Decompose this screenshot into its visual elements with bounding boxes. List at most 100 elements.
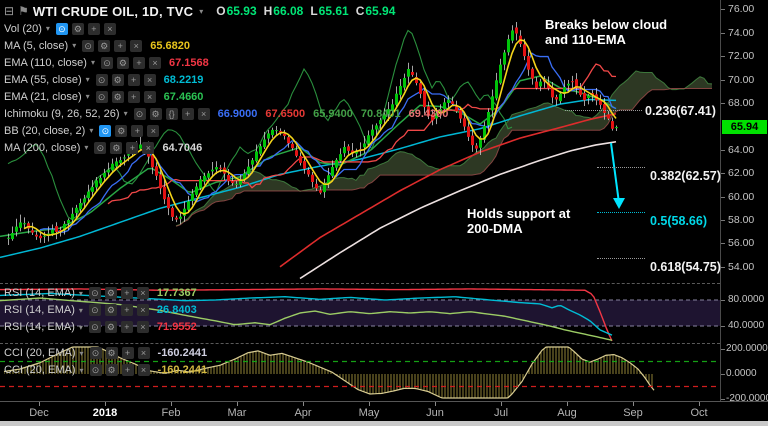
add-indicator-icon[interactable]: + [181, 107, 194, 120]
eye-icon[interactable]: ⊙ [88, 304, 101, 316]
fib-level-label[interactable]: 0.618(54.75) [650, 260, 721, 274]
indicator-row[interactable]: EMA (110, close) ▾ ⊙ ⚙ + × 67.1568 [4, 54, 448, 71]
price-axis[interactable]: 76.00 74.00 72.00 70.00 68.00 64.00 62.00 60.00… [720, 0, 768, 401]
indicator-row[interactable]: EMA (55, close) ▾ ⊙ ⚙ + × 68.2219 [4, 71, 448, 88]
bottom-scrollbar-strip[interactable] [0, 421, 768, 426]
close-icon[interactable]: × [136, 304, 149, 316]
close-icon[interactable]: × [136, 287, 149, 299]
indicator-row[interactable]: MA (200, close) ▾ ⊙ ⚙ + × 64.7046 [4, 139, 448, 156]
chevron-down-icon[interactable]: ▾ [123, 109, 128, 118]
annotation-breaks-below-cloud[interactable]: Breaks below cloud and 110-EMA [545, 17, 667, 48]
chevron-down-icon[interactable]: ▾ [85, 92, 90, 101]
down-arrow-annotation[interactable] [610, 142, 625, 209]
indicator-row[interactable]: Vol (20) ▾ ⊙ ⚙ + × [4, 20, 448, 37]
chevron-down-icon[interactable]: ▾ [79, 348, 84, 358]
add-indicator-icon[interactable]: + [121, 347, 134, 359]
gear-icon[interactable]: ⚙ [115, 124, 128, 137]
rsi-canvas[interactable] [0, 284, 720, 343]
indicator-row[interactable]: Ichimoku (9, 26, 52, 26) ▾ ⊙ ⚙{} + × 66.9000 67… [4, 105, 448, 122]
collapse-pane-icon[interactable]: ⊟ [4, 4, 15, 18]
gear-icon[interactable]: ⚙ [71, 22, 84, 35]
gear-icon[interactable]: ⚙ [105, 347, 118, 359]
add-indicator-icon[interactable]: + [132, 56, 145, 69]
chevron-down-icon[interactable]: ▾ [85, 75, 90, 84]
fib-level-label[interactable]: 0.382(62.57) [650, 169, 721, 183]
eye-icon[interactable]: ⊙ [88, 321, 101, 333]
rsi_rows-row[interactable]: RSI (14, EMA) ▾ ⊙ ⚙ + × 17.7367 [4, 287, 197, 299]
main-chart-pane[interactable]: ⊟ ⚑ WTI CRUDE OIL, 1D, TVC ▾ O65.93 H66.0… [0, 0, 721, 283]
fib-level-line[interactable] [565, 110, 642, 111]
eye-icon[interactable]: ⊙ [133, 107, 146, 120]
price-chart-canvas[interactable] [0, 0, 720, 283]
rsi_rows-row[interactable]: RSI (14, EMA) ▾ ⊙ ⚙ + × 26.8403 [4, 304, 197, 316]
fib-level-label[interactable]: 0.236(67.41) [645, 104, 716, 118]
indicator-row[interactable]: MA (5, close) ▾ ⊙ ⚙ + × 65.6820 [4, 37, 448, 54]
eye-icon[interactable]: ⊙ [100, 56, 113, 69]
cci_rows-row[interactable]: CCI (20, EMA) ▾ ⊙ ⚙ + × -160.2441 [4, 347, 207, 359]
fib-level-line[interactable] [597, 258, 645, 259]
add-indicator-icon[interactable]: + [120, 304, 133, 316]
close-icon[interactable]: × [103, 22, 116, 35]
close-icon[interactable]: × [147, 124, 160, 137]
gear-icon[interactable]: ⚙ [104, 287, 117, 299]
close-icon[interactable]: × [142, 141, 155, 154]
chevron-down-icon[interactable]: ▾ [84, 143, 89, 152]
chevron-down-icon[interactable]: ▾ [90, 58, 95, 67]
close-icon[interactable]: × [143, 73, 156, 86]
eye-icon[interactable]: ⊙ [94, 141, 107, 154]
fib-level-label[interactable]: 0.5(58.66) [650, 214, 707, 228]
gear-icon[interactable]: ⚙ [149, 107, 162, 120]
close-icon[interactable]: × [137, 364, 150, 376]
eye-icon[interactable]: ⊙ [89, 364, 102, 376]
gear-icon[interactable]: ⚙ [116, 56, 129, 69]
chevron-down-icon[interactable]: ▾ [89, 126, 94, 135]
indicator-row[interactable]: BB (20, close, 2) ▾ ⊙ ⚙ + × [4, 122, 448, 139]
gear-icon[interactable]: ⚙ [111, 73, 124, 86]
add-indicator-icon[interactable]: + [87, 22, 100, 35]
close-icon[interactable]: × [136, 321, 149, 333]
cci-pane[interactable]: CCI (20, EMA) ▾ ⊙ ⚙ + × -160.2441 CCI (20, EMA)… [0, 343, 720, 401]
eye-icon[interactable]: ⊙ [99, 124, 112, 137]
gear-icon[interactable]: ⚙ [105, 364, 118, 376]
eye-icon[interactable]: ⊙ [55, 22, 68, 35]
rsi_rows-row[interactable]: RSI (14, EMA) ▾ ⊙ ⚙ + × 71.9552 [4, 321, 197, 333]
time-axis[interactable]: Dec 2018 Feb Mar Apr May Jun Jul Aug Sep Oct [0, 401, 768, 421]
add-indicator-icon[interactable]: + [127, 73, 140, 86]
annotation-holds-support[interactable]: Holds support at 200-DMA [467, 206, 570, 237]
close-icon[interactable]: × [197, 107, 210, 120]
symbol-title[interactable]: WTI CRUDE OIL, 1D, TVC [32, 3, 194, 19]
chevron-down-icon[interactable]: ▾ [78, 288, 83, 298]
source-code-icon[interactable]: {} [165, 107, 178, 120]
gear-icon[interactable]: ⚙ [111, 90, 124, 103]
add-indicator-icon[interactable]: + [120, 321, 133, 333]
chevron-down-icon[interactable]: ▾ [79, 365, 84, 375]
cci_rows-row[interactable]: CCI (20, EMA) ▾ ⊙ ⚙ + × -160.2441 [4, 364, 207, 376]
close-icon[interactable]: × [143, 90, 156, 103]
close-icon[interactable]: × [137, 347, 150, 359]
chevron-down-icon[interactable]: ▾ [72, 41, 77, 50]
add-indicator-icon[interactable]: + [120, 287, 133, 299]
indicator-row[interactable]: EMA (21, close) ▾ ⊙ ⚙ + × 67.4660 [4, 88, 448, 105]
eye-icon[interactable]: ⊙ [88, 287, 101, 299]
gear-icon[interactable]: ⚙ [104, 304, 117, 316]
gear-icon[interactable]: ⚙ [98, 39, 111, 52]
chevron-down-icon[interactable]: ▾ [78, 322, 83, 332]
add-indicator-icon[interactable]: + [127, 90, 140, 103]
chevron-down-icon[interactable]: ▾ [78, 305, 83, 315]
gear-icon[interactable]: ⚙ [110, 141, 123, 154]
fib-level-line[interactable] [597, 167, 645, 168]
add-indicator-icon[interactable]: + [126, 141, 139, 154]
fib-level-line[interactable] [597, 212, 645, 213]
chevron-down-icon[interactable]: ▾ [45, 24, 50, 33]
add-indicator-icon[interactable]: + [121, 364, 134, 376]
eye-icon[interactable]: ⊙ [95, 90, 108, 103]
eye-icon[interactable]: ⊙ [89, 347, 102, 359]
rsi-pane[interactable]: RSI (14, EMA) ▾ ⊙ ⚙ + × 17.7367 RSI (14, EMA) ▾ ⊙… [0, 283, 720, 343]
eye-icon[interactable]: ⊙ [95, 73, 108, 86]
add-indicator-icon[interactable]: + [131, 124, 144, 137]
add-indicator-icon[interactable]: + [114, 39, 127, 52]
eye-icon[interactable]: ⊙ [82, 39, 95, 52]
close-icon[interactable]: × [148, 56, 161, 69]
gear-icon[interactable]: ⚙ [104, 321, 117, 333]
close-icon[interactable]: × [130, 39, 143, 52]
